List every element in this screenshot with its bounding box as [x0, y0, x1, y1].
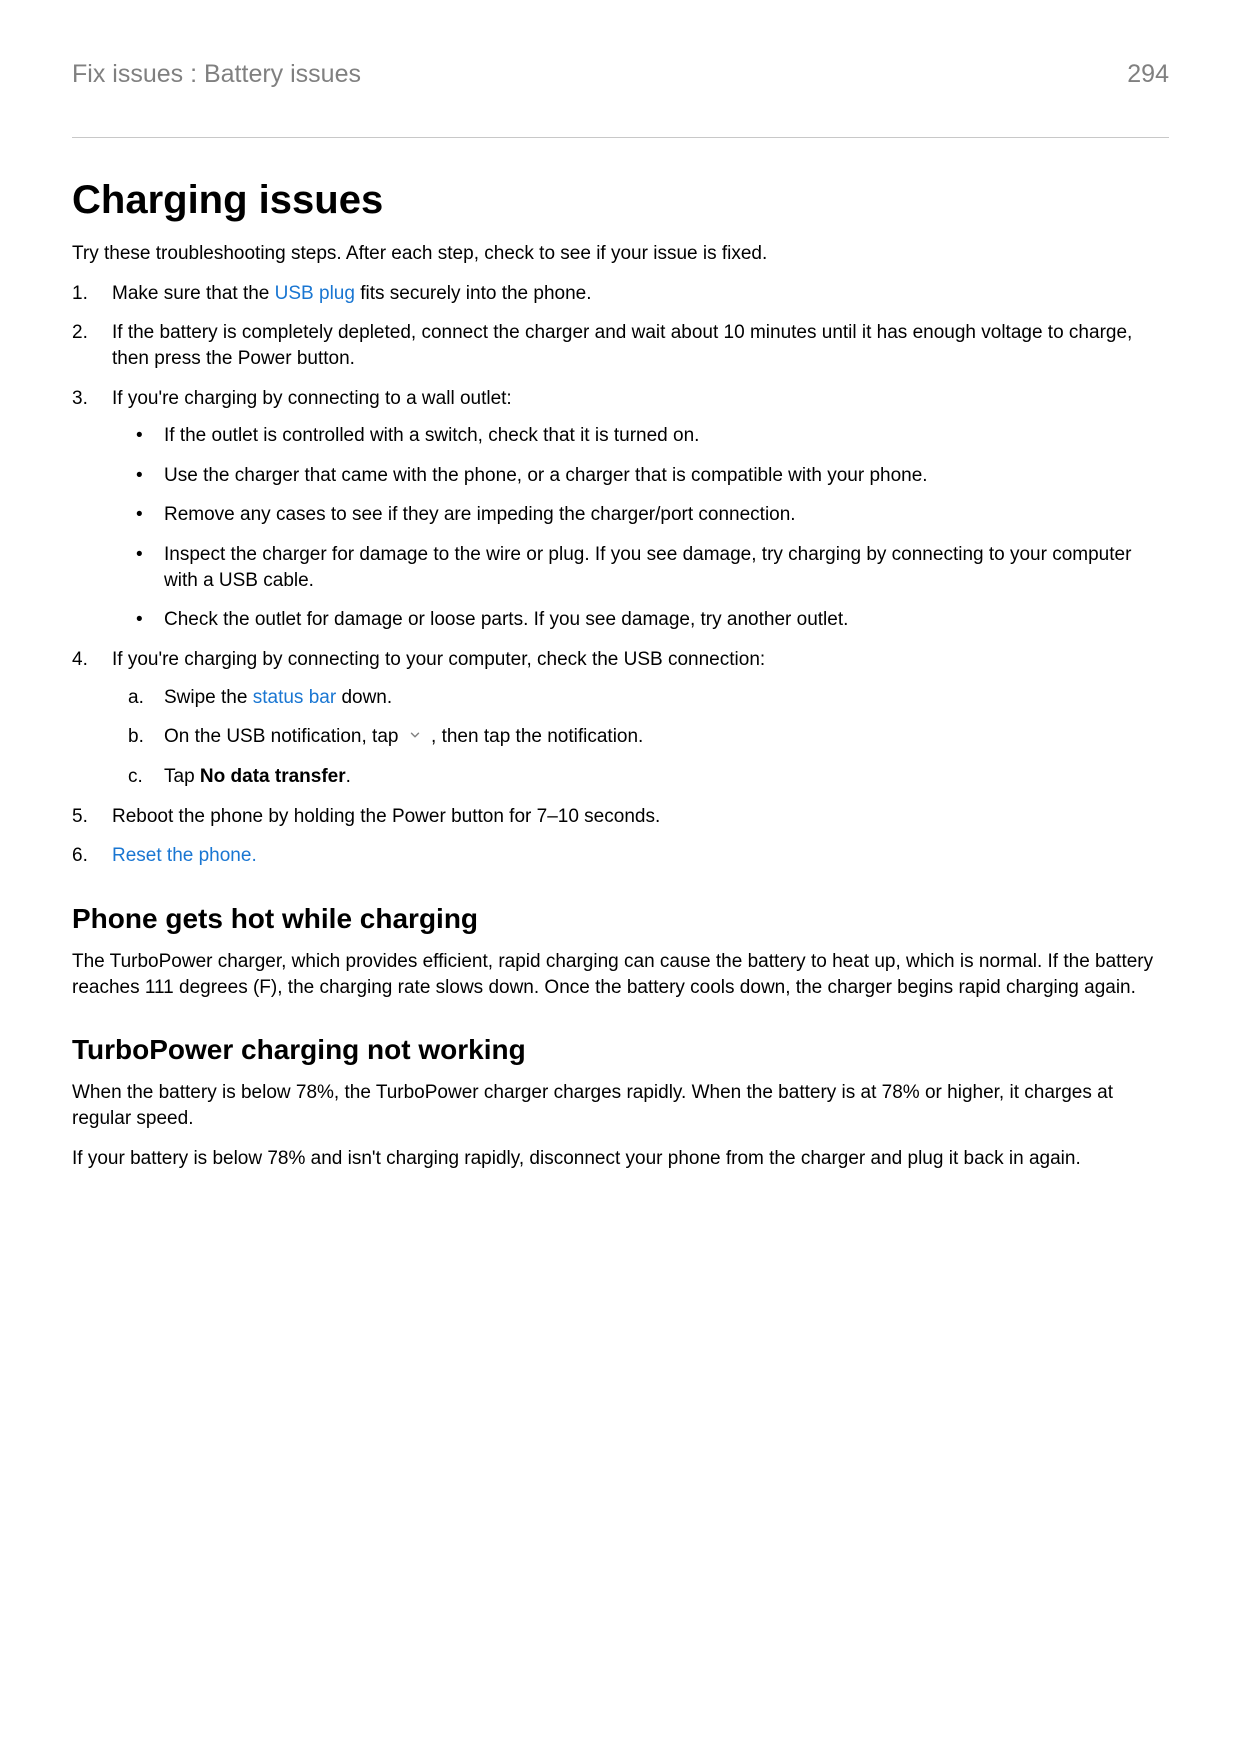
chevron-down-icon [408, 724, 422, 750]
breadcrumb: Fix issues : Battery issues [72, 60, 361, 89]
step-4a-post: down. [336, 687, 392, 708]
header-divider [72, 137, 1169, 138]
step-3-bullet-3: Remove any cases to see if they are impe… [112, 502, 1169, 528]
step-4b-pre: On the USB notification, tap [164, 726, 404, 747]
step-4c-bold: No data transfer [200, 766, 346, 787]
step-4-substeps: Swipe the status bar down. On the USB no… [112, 685, 1169, 790]
step-4: If you're charging by connecting to your… [72, 647, 1169, 790]
step-1: Make sure that the USB plug fits securel… [72, 281, 1169, 307]
step-6: Reset the phone. [72, 843, 1169, 869]
step-4b: On the USB notification, tap , then tap … [112, 724, 1169, 750]
step-4c-post: . [346, 766, 351, 787]
step-3-bullets: If the outlet is controlled with a switc… [112, 423, 1169, 633]
step-3-bullet-5: Check the outlet for damage or loose par… [112, 607, 1169, 633]
step-2: If the battery is completely depleted, c… [72, 320, 1169, 371]
reset-phone-link[interactable]: Reset the phone. [112, 845, 257, 866]
step-3-bullet-1: If the outlet is controlled with a switc… [112, 423, 1169, 449]
turbopower-body-1: When the battery is below 78%, the Turbo… [72, 1080, 1169, 1131]
step-3: If you're charging by connecting to a wa… [72, 386, 1169, 633]
step-4a: Swipe the status bar down. [112, 685, 1169, 711]
step-3-bullet-4: Inspect the charger for damage to the wi… [112, 542, 1169, 593]
section-title-turbopower: TurboPower charging not working [72, 1034, 1169, 1066]
step-4c-pre: Tap [164, 766, 200, 787]
step-4c: Tap No data transfer. [112, 764, 1169, 790]
step-1-text-pre: Make sure that the [112, 283, 275, 304]
troubleshooting-list: Make sure that the USB plug fits securel… [72, 281, 1169, 869]
step-3-text: If you're charging by connecting to a wa… [112, 388, 512, 409]
step-3-bullet-2: Use the charger that came with the phone… [112, 463, 1169, 489]
step-4-text: If you're charging by connecting to your… [112, 649, 765, 670]
section-title-phone-hot: Phone gets hot while charging [72, 903, 1169, 935]
turbopower-body-2: If your battery is below 78% and isn't c… [72, 1146, 1169, 1172]
status-bar-link[interactable]: status bar [253, 687, 336, 708]
step-5: Reboot the phone by holding the Power bu… [72, 804, 1169, 830]
section-title-charging-issues: Charging issues [72, 178, 1169, 223]
step-4a-pre: Swipe the [164, 687, 253, 708]
page-number: 294 [1127, 60, 1169, 89]
page-header: Fix issues : Battery issues 294 [72, 60, 1169, 89]
step-1-text-post: fits securely into the phone. [355, 283, 592, 304]
intro-text: Try these troubleshooting steps. After e… [72, 241, 1169, 267]
document-page: Fix issues : Battery issues 294 Charging… [0, 0, 1241, 1171]
phone-hot-body: The TurboPower charger, which provides e… [72, 949, 1169, 1000]
step-4b-post: , then tap the notification. [426, 726, 644, 747]
usb-plug-link[interactable]: USB plug [275, 283, 355, 304]
